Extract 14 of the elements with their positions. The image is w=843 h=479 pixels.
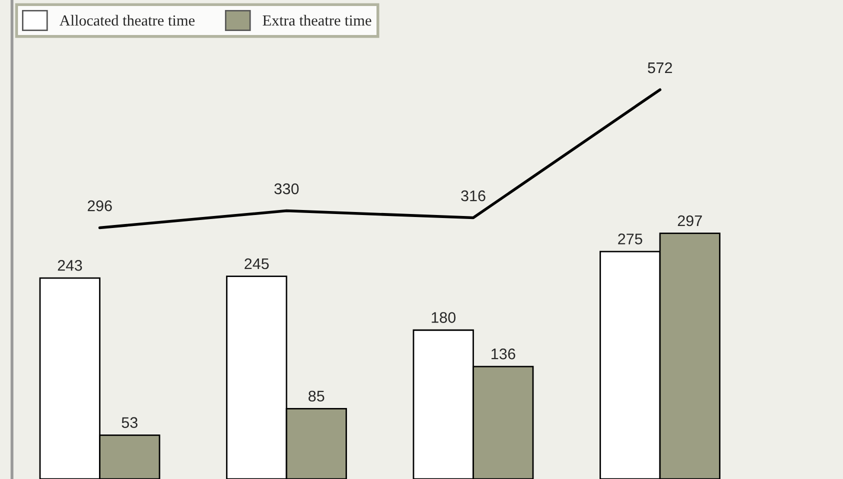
data-label: 330 (274, 183, 299, 194)
data-label: 85 (308, 390, 324, 402)
legend-label: Allocated theatre time (60, 14, 195, 26)
data-label: 53 (122, 417, 138, 428)
data-label: 243 (58, 260, 82, 271)
data-label: 572 (648, 62, 672, 74)
data-label: 136 (492, 348, 516, 360)
data-label: 275 (618, 234, 642, 244)
data-label: 316 (461, 190, 486, 202)
data-label: 296 (88, 200, 112, 212)
legend-label: Extra theatre time (262, 14, 372, 26)
data-label: 297 (678, 215, 702, 226)
data-label: 245 (244, 258, 269, 270)
data-label: 180 (432, 312, 456, 323)
